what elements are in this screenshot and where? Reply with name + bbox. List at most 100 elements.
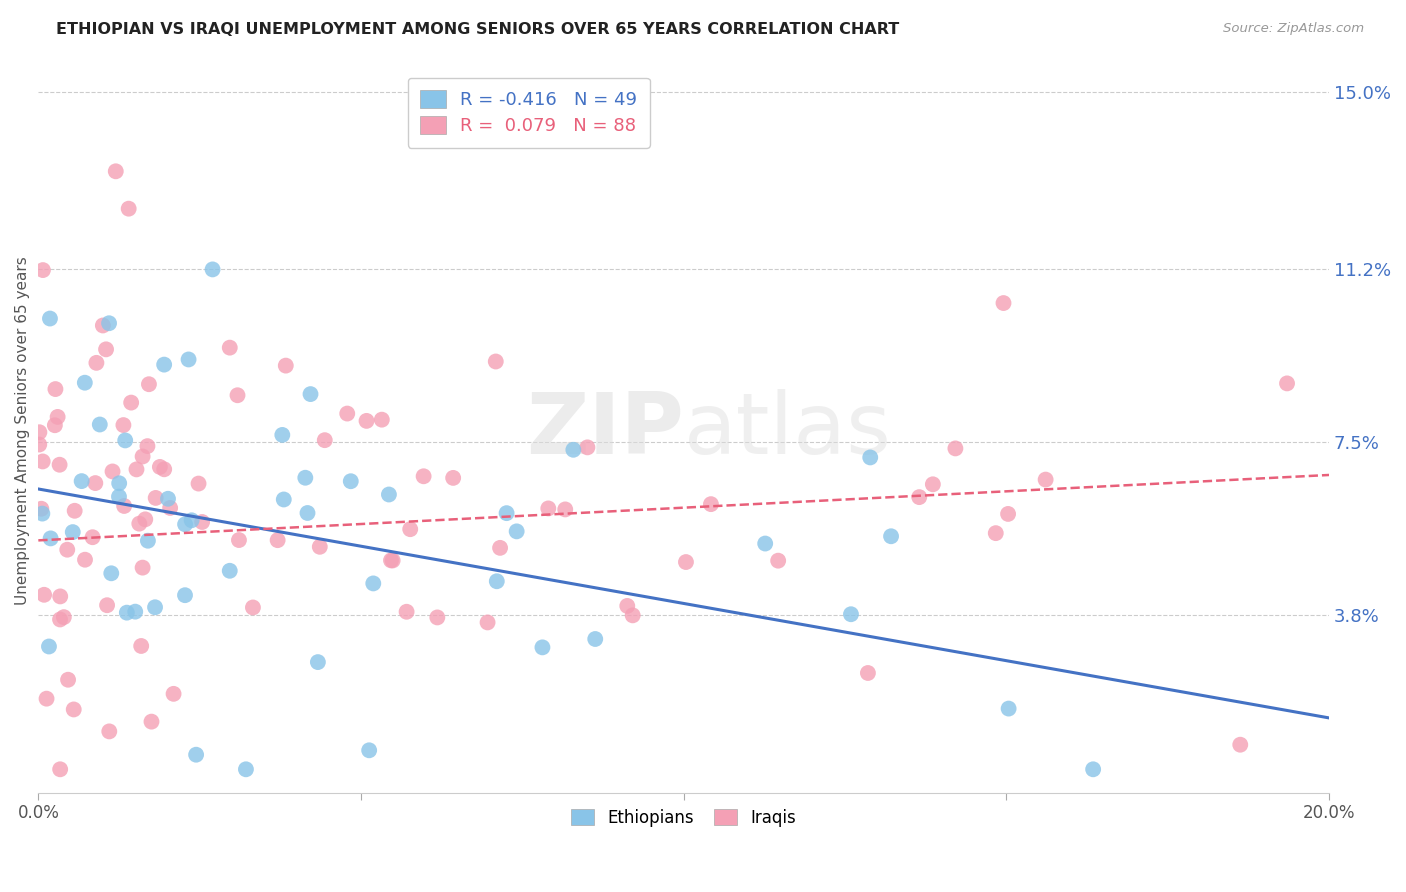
Point: [118, 202, 141, 216]
Point: [489, 541, 512, 555]
Point: [174, 588, 197, 602]
Text: ETHIOPIAN VS IRAQI UNEMPLOYMENT AMONG SENIORS OVER 65 YEARS CORRELATION CHART: ETHIOPIAN VS IRAQI UNEMPLOYMENT AMONG SE…: [56, 22, 900, 37]
Point: [56, 542, 79, 557]
Point: [112, 499, 135, 513]
Point: [91, 318, 114, 333]
Point: [226, 388, 249, 402]
Point: [131, 560, 153, 574]
Point: [242, 600, 264, 615]
Point: [49, 612, 72, 626]
Point: [32, 263, 55, 277]
Point: [82, 530, 104, 544]
Point: [381, 553, 404, 567]
Point: [48, 458, 70, 472]
Point: [495, 506, 517, 520]
Point: [125, 462, 148, 476]
Point: [49, 590, 72, 604]
Point: [1035, 473, 1057, 487]
Point: [380, 553, 402, 567]
Point: [89, 417, 111, 432]
Legend: Ethiopians, Iraqis: Ethiopians, Iraqis: [562, 800, 804, 835]
Point: [100, 566, 122, 581]
Point: [273, 492, 295, 507]
Point: [621, 608, 644, 623]
Text: atlas: atlas: [683, 389, 891, 472]
Point: [141, 714, 163, 729]
Point: [505, 524, 527, 539]
Point: [485, 574, 508, 589]
Point: [531, 640, 554, 655]
Point: [562, 442, 585, 457]
Point: [149, 459, 172, 474]
Point: [993, 296, 1015, 310]
Point: [1081, 762, 1104, 776]
Point: [86, 356, 108, 370]
Point: [104, 164, 127, 178]
Point: [101, 465, 124, 479]
Point: [271, 428, 294, 442]
Point: [39, 311, 62, 326]
Point: [1229, 738, 1251, 752]
Point: [134, 512, 156, 526]
Point: [128, 516, 150, 531]
Point: [49, 762, 72, 776]
Point: [35, 691, 58, 706]
Point: [395, 605, 418, 619]
Point: [153, 462, 176, 476]
Point: [700, 497, 723, 511]
Point: [30, 501, 52, 516]
Point: [131, 450, 153, 464]
Point: [921, 477, 943, 491]
Point: [945, 442, 967, 456]
Point: [294, 471, 316, 485]
Point: [859, 450, 882, 465]
Point: [187, 476, 209, 491]
Point: [378, 487, 401, 501]
Point: [856, 665, 879, 680]
Point: [143, 600, 166, 615]
Point: [28, 437, 51, 451]
Point: [70, 474, 93, 488]
Point: [477, 615, 499, 630]
Point: [307, 655, 329, 669]
Point: [62, 525, 84, 540]
Point: [754, 536, 776, 550]
Point: [218, 564, 240, 578]
Point: [297, 506, 319, 520]
Point: [339, 474, 361, 488]
Point: [108, 476, 131, 491]
Point: [336, 407, 359, 421]
Point: [39, 532, 62, 546]
Text: ZIP: ZIP: [526, 389, 683, 472]
Point: [554, 502, 576, 516]
Point: [73, 552, 96, 566]
Point: [44, 382, 66, 396]
Point: [880, 529, 903, 543]
Point: [359, 743, 381, 757]
Point: [31, 507, 53, 521]
Point: [218, 341, 240, 355]
Point: [174, 517, 197, 532]
Point: [997, 507, 1019, 521]
Point: [159, 500, 181, 515]
Point: [399, 522, 422, 536]
Point: [839, 607, 862, 622]
Point: [984, 526, 1007, 541]
Point: [191, 515, 214, 529]
Point: [308, 540, 330, 554]
Point: [235, 762, 257, 776]
Point: [485, 354, 508, 368]
Point: [52, 610, 75, 624]
Point: [129, 639, 152, 653]
Text: Source: ZipAtlas.com: Source: ZipAtlas.com: [1223, 22, 1364, 36]
Point: [908, 490, 931, 504]
Point: [201, 262, 224, 277]
Point: [441, 471, 464, 485]
Point: [266, 533, 288, 548]
Point: [228, 533, 250, 547]
Point: [115, 606, 138, 620]
Point: [675, 555, 697, 569]
Point: [426, 610, 449, 624]
Point: [56, 673, 79, 687]
Point: [156, 491, 179, 506]
